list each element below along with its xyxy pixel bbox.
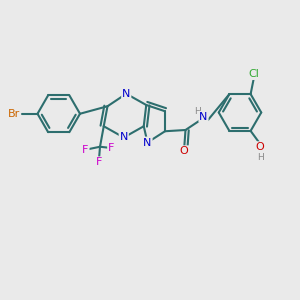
Text: O: O <box>180 146 189 156</box>
Text: F: F <box>96 157 102 167</box>
Text: N: N <box>120 133 128 142</box>
Text: Br: Br <box>8 109 20 119</box>
Text: N: N <box>122 89 130 99</box>
Text: O: O <box>256 142 265 152</box>
Text: N: N <box>143 137 152 148</box>
Text: Cl: Cl <box>248 69 259 79</box>
Text: F: F <box>108 143 114 153</box>
Text: H: H <box>194 106 201 116</box>
Text: H: H <box>257 153 263 162</box>
Text: F: F <box>82 145 89 155</box>
Text: N: N <box>199 112 208 122</box>
